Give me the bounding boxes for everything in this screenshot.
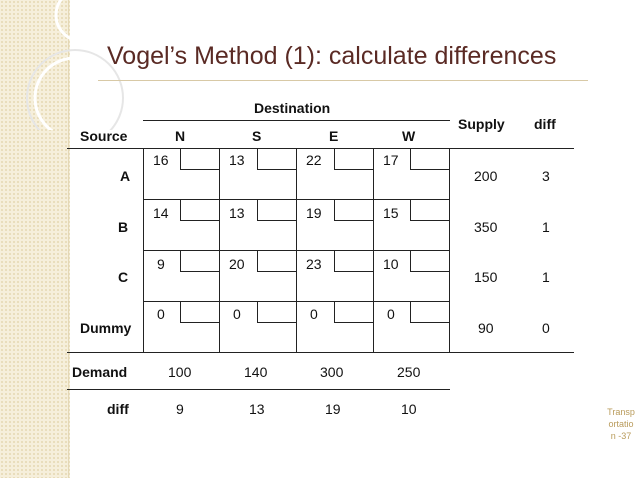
title-underline [98, 80, 588, 81]
cost-box [180, 301, 220, 323]
cost-box [180, 199, 220, 221]
demand-label: Demand [72, 364, 128, 380]
demand-value: 300 [320, 364, 344, 380]
column-rule [143, 148, 144, 352]
cost-value: 0 [310, 306, 318, 322]
cost-value: 0 [387, 306, 395, 322]
cost-value: 20 [229, 256, 245, 272]
row-diff-value: 1 [542, 219, 550, 235]
cost-value: 17 [383, 152, 399, 168]
diff-header: diff [534, 116, 556, 132]
cost-box [180, 250, 220, 272]
column-header-e: E [329, 128, 339, 144]
column-diff-label: diff [107, 401, 129, 417]
cost-value: 13 [229, 152, 245, 168]
demand-value: 100 [168, 364, 192, 380]
supply-value: 200 [474, 168, 498, 184]
row-diff-value: 0 [542, 320, 550, 336]
demand-value: 250 [397, 364, 421, 380]
column-rule [296, 148, 297, 352]
cost-box [410, 301, 450, 323]
cost-value: 14 [153, 205, 169, 221]
cost-box [410, 148, 450, 170]
cost-value: 13 [229, 205, 245, 221]
supply-header: Supply [458, 116, 505, 132]
cost-value: 10 [383, 256, 399, 272]
cost-box [334, 250, 374, 272]
cost-value: 0 [233, 306, 241, 322]
column-header-w: W [402, 128, 416, 144]
source-header: Source [80, 128, 128, 144]
column-rule [449, 148, 450, 352]
cost-box [180, 148, 220, 170]
row-label-dummy: Dummy [80, 320, 132, 336]
row-diff-value: 3 [542, 168, 550, 184]
table-body-rule [67, 352, 574, 353]
supply-value: 150 [474, 269, 498, 285]
slide-number-label: Transportation -37 [607, 407, 635, 441]
cost-value: 15 [383, 205, 399, 221]
column-diff-value: 9 [176, 401, 184, 417]
cost-value: 22 [306, 152, 322, 168]
cost-value: 0 [157, 306, 165, 322]
cost-value: 23 [306, 256, 322, 272]
decorative-side-strip [0, 0, 70, 478]
row-label-c: C [118, 269, 129, 285]
supply-value: 90 [478, 320, 494, 336]
row-label-a: A [120, 168, 131, 184]
destination-header: Destination [254, 100, 331, 116]
destination-underline [143, 120, 450, 121]
cost-value: 9 [157, 256, 165, 272]
cost-box [334, 199, 374, 221]
cost-box [334, 301, 374, 323]
column-rule [219, 148, 220, 352]
column-header-s: S [252, 128, 262, 144]
row-diff-value: 1 [542, 269, 550, 285]
row-label-b: B [118, 219, 129, 235]
cost-box [257, 148, 297, 170]
decorative-circles [26, 0, 124, 130]
cost-box [410, 199, 450, 221]
cost-value: 19 [306, 205, 322, 221]
demand-value: 140 [244, 364, 268, 380]
cost-box [410, 250, 450, 272]
strip-divider [68, 0, 69, 478]
column-header-n: N [175, 128, 186, 144]
cost-box [257, 250, 297, 272]
slide-title: Vogel’s Method (1): calculate difference… [107, 42, 557, 70]
column-diff-value: 13 [249, 401, 265, 417]
supply-value: 350 [474, 219, 498, 235]
column-rule [373, 148, 374, 352]
cost-box [334, 148, 374, 170]
column-diff-value: 19 [325, 401, 341, 417]
table-header-rule [67, 148, 574, 149]
cost-box [257, 199, 297, 221]
cost-value: 16 [153, 152, 169, 168]
demand-rule [67, 389, 450, 390]
cost-box [257, 301, 297, 323]
column-diff-value: 10 [401, 401, 417, 417]
